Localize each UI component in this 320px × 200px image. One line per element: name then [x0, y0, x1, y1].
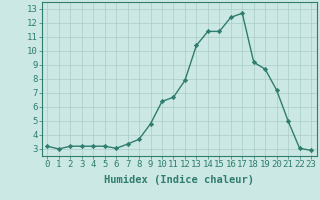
X-axis label: Humidex (Indice chaleur): Humidex (Indice chaleur) — [104, 175, 254, 185]
